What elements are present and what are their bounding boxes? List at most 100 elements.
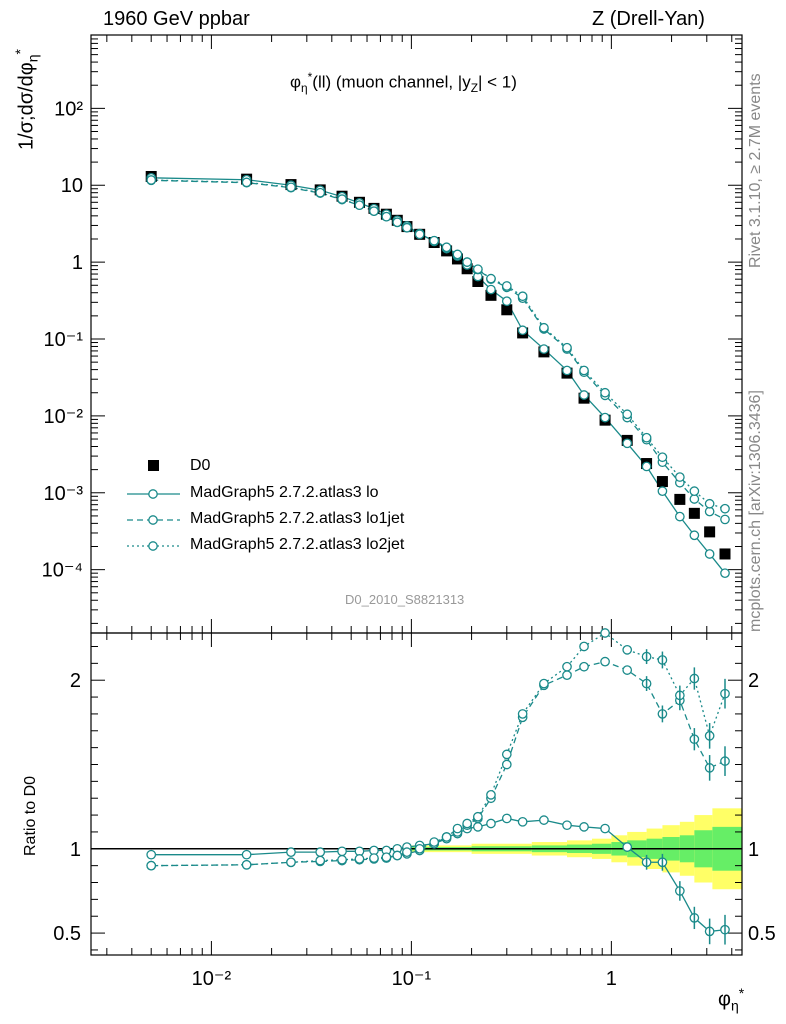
y-tick-label: 10⁻³ (44, 483, 84, 505)
ratio-marker-3 (381, 852, 392, 863)
ratio-marker-2 (600, 656, 610, 667)
mc-marker-3 (562, 342, 572, 353)
data-point (674, 493, 686, 505)
mc-marker-3 (622, 409, 633, 420)
mc-marker-3 (674, 472, 685, 482)
mc-marker-2 (689, 494, 700, 504)
mc-marker-3 (241, 177, 252, 188)
ratio-panel-points (146, 628, 730, 945)
ratio-panel-frame: 10⁻² 10⁻¹ 1 0.5 0.5 1 1 2 2 (53, 632, 776, 990)
ratio-marker-1 (146, 849, 157, 860)
ratio-marker-2 (579, 661, 589, 672)
ratio-marker-1 (486, 818, 496, 829)
ratio-marker-3 (337, 854, 347, 865)
mc-marker-2 (720, 514, 730, 525)
header-right-label: Z (Drell-Yan) (592, 8, 705, 30)
ratio-marker-3 (517, 709, 528, 719)
x-tick-label: 10⁻¹ (392, 968, 432, 990)
mc-marker-1 (501, 296, 512, 307)
mc-marker-3 (354, 200, 365, 211)
mc-marker-1 (539, 344, 549, 354)
mc-marker-1 (720, 568, 730, 579)
legend-marker-3 (148, 541, 158, 551)
mc-marker-3 (441, 242, 452, 253)
ratio-marker-3 (579, 641, 589, 652)
legend-marker-1 (148, 489, 158, 499)
ratio-frame-rect (90, 632, 743, 956)
data-point (485, 289, 497, 301)
ratio-y-tick-label-right: 1 (748, 839, 759, 861)
ratio-marker-1 (539, 815, 549, 825)
mc-marker-3 (704, 498, 715, 509)
ratio-uncertainty-band (91, 808, 742, 890)
main-panel-frame: 10⁻⁴ 10⁻³ 10⁻² 10⁻¹ 1 10 10² (42, 34, 743, 634)
mc-marker-1 (657, 486, 668, 496)
mc-marker-3 (720, 503, 730, 514)
ratio-y-axis-label: Ratio to D0 (22, 775, 39, 856)
mc-marker-3 (146, 175, 157, 185)
data-point (704, 526, 716, 538)
ratio-marker-3 (622, 645, 633, 655)
mc-marker-3 (689, 486, 700, 496)
mc-marker-3 (381, 211, 392, 222)
y-tick-label: 10⁻² (44, 406, 84, 428)
ratio-marker-3 (414, 843, 425, 854)
data-point (501, 304, 513, 316)
mc-marker-1 (622, 438, 633, 449)
mc-marker-1 (641, 461, 652, 472)
mc-marker-1 (579, 390, 589, 400)
legend-markers (127, 460, 180, 551)
ratio-y-tick-label: 2 (70, 670, 81, 692)
ratio-marker-2 (501, 759, 512, 770)
ratio-marker-3 (441, 832, 452, 842)
ratio-marker-3 (369, 853, 379, 863)
ratio-marker-1 (315, 847, 326, 858)
ratio-marker-3 (286, 857, 296, 868)
ratio-y-tick-label-right: 2 (748, 670, 759, 692)
ratio-marker-1 (473, 822, 483, 832)
x-tick-label: 1 (606, 968, 617, 990)
mc-marker-3 (473, 264, 483, 275)
ratio-marker-1 (286, 847, 296, 858)
mc-marker-3 (414, 229, 425, 240)
ratio-marker-1 (241, 849, 252, 860)
plot-title: φη*(ll) (muon channel, |yZ| < 1) (290, 70, 517, 96)
ratio-marker-3 (600, 628, 610, 638)
mc-marker-1 (486, 284, 496, 295)
mc-marker-1 (600, 412, 610, 423)
y-tick-label: 10² (54, 98, 83, 120)
mc-marker-3 (501, 281, 512, 291)
main-panel-points (145, 170, 731, 579)
mc-marker-1 (704, 549, 715, 559)
ratio-marker-3 (501, 749, 512, 760)
data-point (719, 548, 731, 560)
main-y-axis-label: 1/σ;dσ/dφη* (12, 49, 41, 150)
ratio-marker-3 (462, 818, 472, 829)
ratio-marker-3 (146, 860, 157, 871)
ratio-marker-3 (429, 837, 440, 847)
ratio-marker-3 (473, 811, 483, 822)
ratio-marker-1 (562, 820, 572, 831)
mc-marker-3 (429, 235, 440, 246)
mc-marker-3 (337, 194, 347, 204)
legend-lo2jet-label: MadGraph5 2.7.2.atlas3 lo2jet (190, 536, 405, 553)
legend-data-label: D0 (190, 457, 211, 474)
mc-marker-3 (579, 365, 589, 376)
data-point (688, 507, 700, 519)
mc-marker-3 (600, 387, 610, 398)
ratio-marker-2 (622, 665, 633, 675)
ratio-marker-3 (562, 661, 572, 672)
data-point (656, 476, 668, 488)
source-label: mcplots.cern.ch [arXiv:1306.3436] (747, 390, 764, 632)
ratio-y-tick-label: 0.5 (53, 923, 81, 945)
ratio-marker-1 (337, 846, 347, 857)
y-tick-label: 1 (72, 252, 83, 274)
legend-marker-2 (148, 515, 158, 525)
mc-marker-1 (674, 511, 685, 522)
mc-marker-3 (517, 291, 528, 302)
y-tick-label: 10⁻¹ (44, 329, 84, 351)
mc-marker-3 (315, 187, 326, 198)
ratio-y-tick-label-right: 0.5 (748, 923, 776, 945)
y-tick-label: 10⁻⁴ (42, 560, 83, 582)
